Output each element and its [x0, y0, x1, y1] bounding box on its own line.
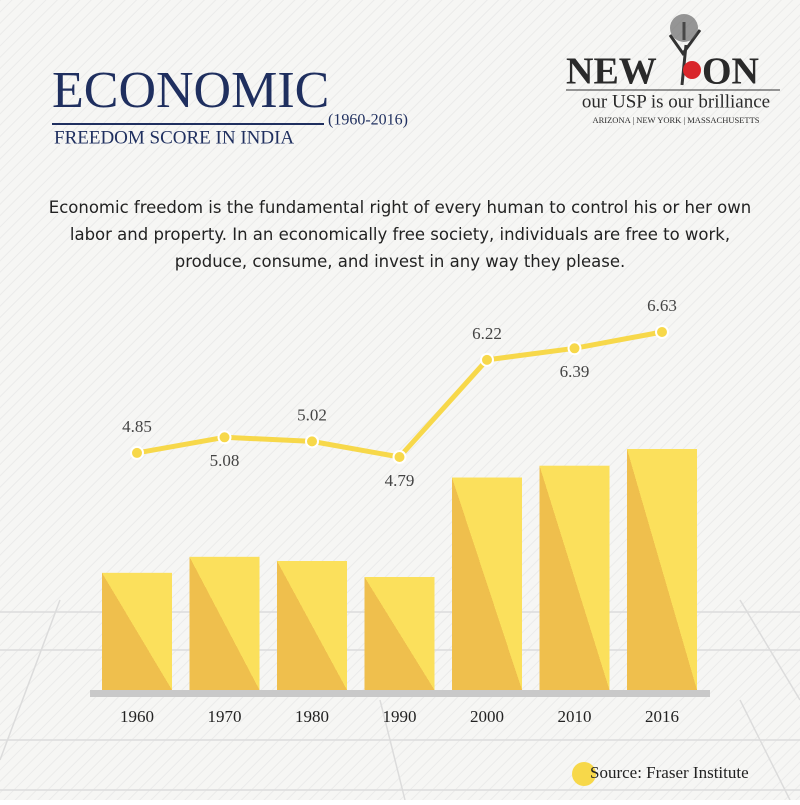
bar [452, 477, 522, 690]
logo-tagline: our USP is our brilliance [582, 91, 770, 112]
point [305, 434, 319, 449]
point [480, 352, 494, 367]
value-label: 5.02 [297, 405, 327, 424]
value-label: 6.63 [647, 296, 677, 315]
value-label: 4.79 [385, 471, 415, 490]
logo: NEW ON our USP is our brilliance ARIZONA… [566, 14, 780, 125]
value-label: 6.22 [472, 324, 502, 343]
bar [539, 465, 610, 690]
bar [189, 556, 260, 690]
x-tick-label: 2000 [470, 707, 504, 726]
x-tick-label: 2016 [645, 707, 679, 726]
x-tick-label: 1980 [295, 707, 329, 726]
bar [364, 577, 435, 690]
shelf [90, 690, 710, 697]
point [655, 325, 669, 339]
point [392, 450, 407, 464]
point [217, 430, 232, 445]
period: (1960-2016) [328, 112, 408, 129]
description: Economic freedom is the fundamental righ… [49, 198, 751, 271]
logo-name: ON [702, 51, 759, 93]
subtitle: FREEDOM SCORE IN INDIA [54, 127, 294, 148]
source: Source: Fraser Institute [590, 763, 749, 782]
source-dot [572, 762, 596, 786]
x-tick-label: 1970 [208, 707, 242, 726]
x-tick-label: 1990 [383, 707, 417, 726]
value-label: 5.08 [210, 451, 240, 470]
bar [102, 572, 172, 690]
bar [627, 449, 697, 690]
value-label: 6.39 [560, 362, 590, 381]
logo-locations: ARIZONA | NEW YORK | MASSACHUSETTS [592, 115, 759, 125]
x-tick-label: 1960 [120, 707, 154, 726]
title: ECONOMIC [52, 62, 329, 119]
x-tick-label: 2010 [558, 707, 592, 726]
point [130, 445, 144, 460]
bar [277, 561, 347, 690]
logo-name: NEW [566, 51, 657, 93]
value-label: 4.85 [122, 417, 152, 436]
point [567, 341, 582, 356]
